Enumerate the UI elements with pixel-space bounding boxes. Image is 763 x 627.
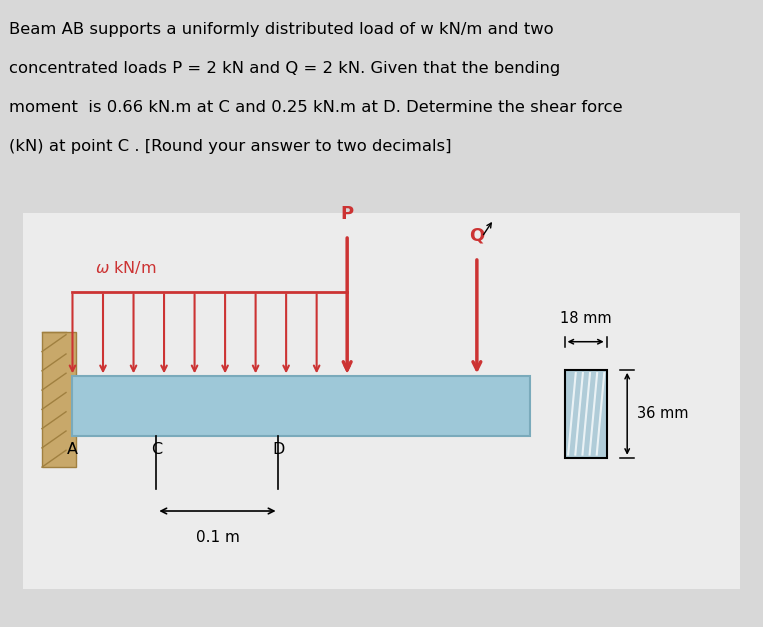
Text: moment  is 0.66 kN.m at C and 0.25 kN.m at D. Determine the shear force: moment is 0.66 kN.m at C and 0.25 kN.m a… (9, 100, 623, 115)
Text: 36 mm: 36 mm (637, 406, 688, 421)
Bar (72, 376, 530, 436)
Bar (23, 213, 740, 589)
Text: 0.1 m: 0.1 m (195, 530, 240, 545)
Text: C: C (151, 442, 162, 457)
Bar (565, 370, 607, 458)
Text: D: D (272, 442, 285, 457)
Text: $\it{\omega}$ kN/m: $\it{\omega}$ kN/m (95, 259, 156, 276)
Text: A: A (67, 442, 78, 457)
Text: (kN) at point C . [Round your answer to two decimals]: (kN) at point C . [Round your answer to … (9, 139, 452, 154)
Text: Q: Q (469, 226, 485, 245)
Text: Beam AB supports a uniformly distributed load of w kN/m and two: Beam AB supports a uniformly distributed… (9, 22, 554, 37)
Text: P: P (340, 204, 354, 223)
Text: 18 mm: 18 mm (560, 311, 611, 326)
Bar (42, 332, 76, 467)
Text: concentrated loads P = 2 kN and Q = 2 kN. Given that the bending: concentrated loads P = 2 kN and Q = 2 kN… (9, 61, 560, 76)
